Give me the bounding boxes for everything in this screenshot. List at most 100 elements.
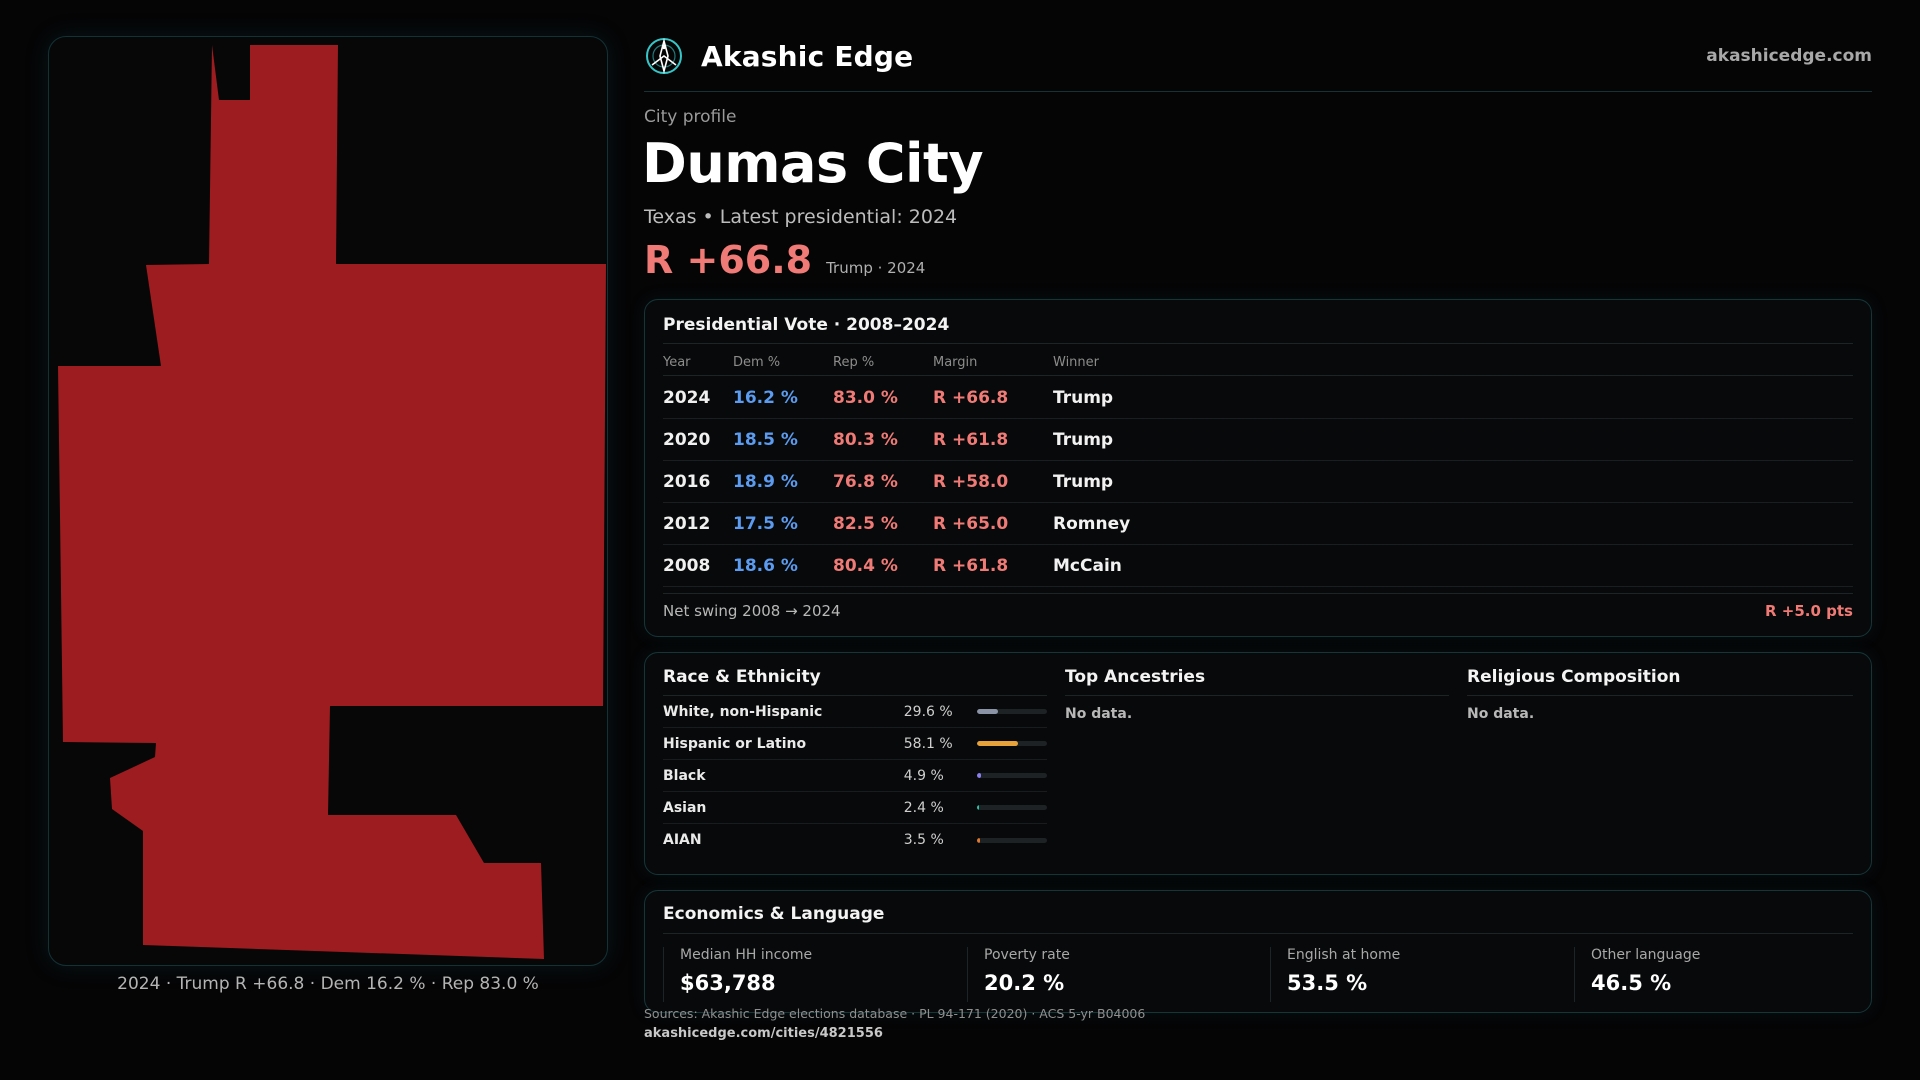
list-item: Black 4.9 % [663,760,1047,792]
column-header-dem[interactable]: Dem % [733,355,781,370]
map-caption: 2024 · Trump R +66.8 · Dem 16.2 % · Rep … [117,974,539,994]
table-row[interactable]: 2024 16.2 % 83.0 % R +66.8 Trump [663,377,1853,419]
stat-poverty-rate: Poverty rate 20.2 % [967,947,1257,1002]
race-ethnicity-section: Race & Ethnicity White, non-Hispanic 29.… [663,667,1047,856]
swing-divider [663,593,1853,594]
stat-label: English at home [1287,947,1401,963]
stat-label: Median HH income [680,947,813,963]
stat-median-income: Median HH income $63,788 [663,947,953,1002]
headline-margin: R +66.8 Trump · 2024 [644,238,925,282]
race-bar [977,741,1047,746]
row-dem-pct: 17.5 % [733,513,798,534]
economics-title: Economics & Language [663,904,885,924]
list-item: White, non-Hispanic 29.6 % [663,696,1047,728]
stat-value: $63,788 [680,971,776,995]
presidential-vote-card: Presidential Vote · 2008–2024 Year Dem %… [644,299,1872,637]
race-bar-fill [977,773,981,778]
site-url-link[interactable]: akashicedge.com [1706,46,1872,66]
row-dem-pct: 18.9 % [733,471,798,492]
table-row[interactable]: 2020 18.5 % 80.3 % R +61.8 Trump [663,419,1853,461]
stat-other-language: Other language 46.5 % [1574,947,1864,1002]
card-divider [663,343,1853,344]
race-pct: 58.1 % [903,735,953,752]
column-header-year[interactable]: Year [663,355,691,370]
presidential-vote-title: Presidential Vote · 2008–2024 [663,315,950,335]
net-swing-label: Net swing 2008 → 2024 [663,602,841,620]
race-bar-fill [977,805,980,810]
race-ethnicity-title: Race & Ethnicity [663,667,821,687]
headline-margin-value: R +66.8 [644,238,813,282]
religion-title: Religious Composition [1467,667,1681,687]
stat-english-at-home: English at home 53.5 % [1270,947,1560,1002]
religion-empty-state: No data. [1467,706,1535,722]
race-pct: 3.5 % [903,832,944,848]
stat-value: 46.5 % [1591,971,1672,995]
section-divider [1467,695,1853,696]
race-bar [977,773,1047,778]
race-name: Asian [663,799,707,816]
table-row[interactable]: 2008 18.6 % 80.4 % R +61.8 McCain [663,545,1853,587]
compass-logo-icon [646,37,682,75]
ancestries-section: Top Ancestries No data. [1065,667,1449,722]
list-item: Hispanic or Latino 58.1 % [663,728,1047,760]
row-year: 2016 [663,471,711,492]
column-header-margin[interactable]: Margin [933,355,978,370]
row-winner: McCain [1053,555,1122,576]
row-rep-pct: 83.0 % [833,387,898,408]
city-boundary-shape [58,45,606,959]
economics-card: Economics & Language Median HH income $6… [644,890,1872,1013]
list-item: Asian 2.4 % [663,792,1047,824]
race-bar [977,837,1047,843]
race-bar [977,805,1047,810]
column-header-winner[interactable]: Winner [1053,355,1100,370]
row-dem-pct: 18.5 % [733,429,798,450]
race-pct: 29.6 % [903,703,953,720]
sources-note: Sources: Akashic Edge elections database… [644,1006,1146,1021]
race-bar-fill [977,837,980,843]
race-bar-fill [977,741,1018,746]
row-year: 2012 [663,513,711,534]
stat-label: Poverty rate [984,947,1070,963]
page-subtitle: Texas • Latest presidential: 2024 [644,206,958,228]
row-winner: Trump [1053,429,1114,450]
row-winner: Trump [1053,387,1114,408]
brand[interactable]: Akashic Edge [644,36,913,76]
city-boundary-map[interactable] [48,36,608,966]
row-margin: R +58.0 [933,471,1009,492]
permalink[interactable]: akashicedge.com/cities/4821556 [644,1026,883,1041]
row-year: 2024 [663,387,711,408]
race-pct: 2.4 % [903,799,944,816]
race-list: White, non-Hispanic 29.6 % Hispanic or L… [663,696,1047,856]
row-year: 2020 [663,429,711,450]
section-divider [663,695,1047,696]
card-divider [663,933,1853,934]
table-header: Year Dem % Rep % Margin Winner [663,350,1853,376]
row-dem-pct: 16.2 % [733,387,798,408]
brand-name: Akashic Edge [701,39,914,73]
row-margin: R +61.8 [933,429,1009,450]
row-winner: Romney [1053,513,1131,534]
row-dem-pct: 18.6 % [733,555,798,576]
list-item: AIAN 3.5 % [663,824,1047,856]
section-divider [1065,695,1449,696]
column-header-rep[interactable]: Rep % [833,355,875,370]
race-name: Black [663,767,706,784]
demographics-card: Race & Ethnicity White, non-Hispanic 29.… [644,652,1872,875]
table-row[interactable]: 2012 17.5 % 82.5 % R +65.0 Romney [663,503,1853,545]
row-rep-pct: 76.8 % [833,471,898,492]
row-margin: R +61.8 [933,555,1009,576]
header-divider [644,91,1872,92]
stat-value: 53.5 % [1287,971,1368,995]
row-rep-pct: 80.3 % [833,429,898,450]
row-margin: R +65.0 [933,513,1009,534]
race-bar [977,709,1047,714]
race-pct: 4.9 % [903,767,944,784]
religion-section: Religious Composition No data. [1467,667,1853,722]
ancestries-title: Top Ancestries [1065,667,1206,687]
table-row[interactable]: 2016 18.9 % 76.8 % R +58.0 Trump [663,461,1853,503]
headline-margin-context: Trump · 2024 [826,259,926,277]
row-rep-pct: 82.5 % [833,513,898,534]
row-year: 2008 [663,555,711,576]
ancestries-empty-state: No data. [1065,706,1133,722]
row-rep-pct: 80.4 % [833,555,898,576]
